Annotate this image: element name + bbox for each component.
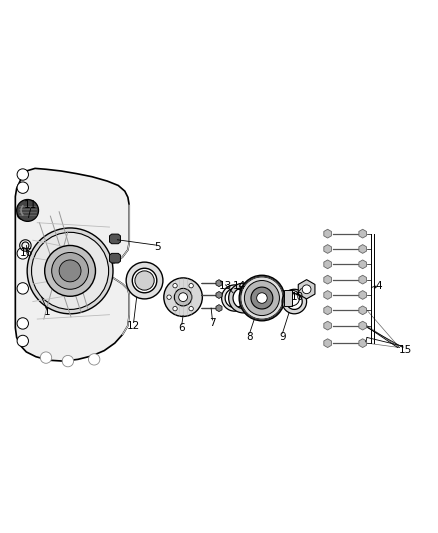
Text: 15: 15 xyxy=(399,345,412,355)
Polygon shape xyxy=(324,339,332,348)
Polygon shape xyxy=(359,290,367,300)
Text: 13: 13 xyxy=(219,281,232,291)
Text: 8: 8 xyxy=(246,332,253,342)
Polygon shape xyxy=(324,245,332,253)
Text: 5: 5 xyxy=(154,242,161,252)
Circle shape xyxy=(251,287,273,309)
Polygon shape xyxy=(324,260,332,269)
Polygon shape xyxy=(216,292,222,298)
Polygon shape xyxy=(284,290,292,306)
Polygon shape xyxy=(359,306,367,314)
Text: 9: 9 xyxy=(279,332,286,342)
Circle shape xyxy=(59,260,81,282)
Circle shape xyxy=(88,354,100,365)
Text: 7: 7 xyxy=(209,318,216,328)
Circle shape xyxy=(45,246,95,296)
Polygon shape xyxy=(216,304,222,312)
Polygon shape xyxy=(359,229,367,238)
Polygon shape xyxy=(359,321,367,330)
Circle shape xyxy=(167,295,171,300)
Polygon shape xyxy=(324,306,332,314)
Circle shape xyxy=(17,208,28,220)
Text: 11: 11 xyxy=(24,200,37,210)
Polygon shape xyxy=(110,253,120,263)
Polygon shape xyxy=(324,290,332,300)
Polygon shape xyxy=(15,168,129,361)
Circle shape xyxy=(17,282,28,294)
Circle shape xyxy=(173,306,177,311)
Circle shape xyxy=(17,318,28,329)
Circle shape xyxy=(52,253,88,289)
Text: 16: 16 xyxy=(20,248,33,259)
Circle shape xyxy=(164,278,202,317)
Text: 1: 1 xyxy=(44,308,51,318)
Circle shape xyxy=(27,228,113,314)
Circle shape xyxy=(17,182,28,193)
Circle shape xyxy=(189,306,193,311)
Circle shape xyxy=(174,288,192,306)
Circle shape xyxy=(17,169,28,180)
Circle shape xyxy=(239,275,285,321)
Circle shape xyxy=(189,284,193,288)
Circle shape xyxy=(32,232,109,310)
Polygon shape xyxy=(359,245,367,253)
Polygon shape xyxy=(324,275,332,284)
Polygon shape xyxy=(298,280,315,299)
Polygon shape xyxy=(216,280,222,287)
Circle shape xyxy=(179,293,187,302)
Circle shape xyxy=(62,356,74,367)
Text: 14: 14 xyxy=(233,281,246,291)
Circle shape xyxy=(173,284,177,288)
Polygon shape xyxy=(110,234,120,244)
Polygon shape xyxy=(359,275,367,284)
Circle shape xyxy=(257,293,267,303)
Circle shape xyxy=(135,271,154,290)
Polygon shape xyxy=(324,229,332,238)
Polygon shape xyxy=(324,321,332,330)
Circle shape xyxy=(302,285,311,294)
Circle shape xyxy=(17,335,28,346)
Circle shape xyxy=(17,248,28,259)
Circle shape xyxy=(244,280,279,316)
Text: 12: 12 xyxy=(127,321,140,330)
Polygon shape xyxy=(359,339,367,348)
Circle shape xyxy=(17,199,39,221)
Text: 6: 6 xyxy=(178,323,185,333)
Text: 10: 10 xyxy=(290,292,304,302)
Polygon shape xyxy=(359,260,367,269)
Text: 4: 4 xyxy=(375,281,382,291)
Circle shape xyxy=(40,352,52,364)
